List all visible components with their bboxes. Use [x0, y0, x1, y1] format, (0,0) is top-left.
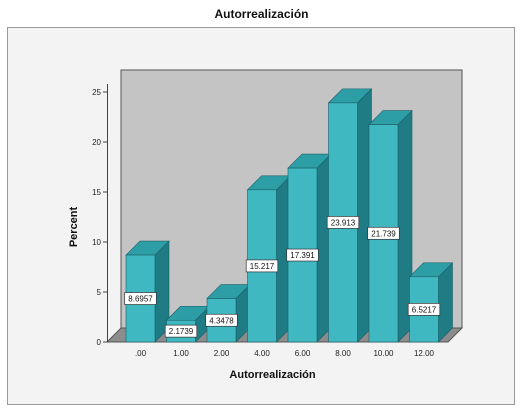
bar-6: 21.739 [367, 109, 413, 343]
data-label: 21.739 [367, 226, 400, 240]
bar-1: 2.1739 [164, 305, 211, 343]
x-tick-label: 8.00 [335, 349, 351, 358]
y-tick-label: 0 [97, 338, 102, 347]
x-tick-label: 1.00 [173, 349, 189, 358]
bar-2: 4.3478 [205, 283, 251, 343]
x-tick-label: 12.00 [414, 349, 435, 358]
data-label-text: 4.3478 [209, 316, 234, 325]
data-label-text: 8.6957 [128, 295, 153, 304]
data-label-text: 2.1739 [169, 327, 194, 336]
x-axis-title: Autorrealización [229, 369, 315, 381]
bar-5: 23.913 [326, 88, 373, 343]
data-label: 8.6957 [124, 292, 157, 305]
data-label-text: 21.739 [371, 229, 396, 238]
data-label-text: 6.5217 [412, 305, 437, 314]
data-label: 2.1739 [164, 324, 198, 338]
bar-0: 8.6957 [124, 240, 170, 343]
y-tick-label: 15 [92, 188, 101, 197]
bar-3: 15.217 [245, 175, 292, 343]
data-label: 4.3478 [205, 313, 238, 327]
x-tick-label: 10.00 [373, 349, 394, 358]
data-label: 23.913 [326, 216, 360, 229]
x-axis: .00 1.00 2.00 4.00 6.00 8.00 10.00 12.00 [135, 349, 435, 358]
y-axis: 0 5 10 15 20 25 [92, 88, 107, 347]
y-tick-label: 25 [92, 88, 101, 97]
bar-4: 17.391 [286, 153, 332, 343]
bar-7: 6.5217 [407, 262, 454, 343]
chart-title: Autorrealización [214, 7, 309, 21]
data-label: 15.217 [245, 259, 279, 273]
x-tick-label: 6.00 [295, 349, 311, 358]
data-label-text: 17.391 [290, 251, 315, 260]
data-label-text: 23.913 [331, 218, 356, 227]
y-axis-title: Percent [68, 206, 80, 247]
data-label-text: 15.217 [250, 262, 275, 271]
x-tick-label: .00 [135, 349, 147, 358]
y-tick-label: 5 [97, 288, 102, 297]
x-tick-label: 4.00 [254, 349, 270, 358]
y-tick-label: 10 [92, 238, 101, 247]
data-label: 17.391 [286, 248, 319, 262]
bars: 8.6957 2.1739 4.3478 15.217 17.391 23.913 21.7… [124, 88, 454, 343]
x-tick-label: 2.00 [214, 349, 230, 358]
y-tick-label: 20 [92, 138, 101, 147]
data-label: 6.5217 [407, 303, 441, 316]
